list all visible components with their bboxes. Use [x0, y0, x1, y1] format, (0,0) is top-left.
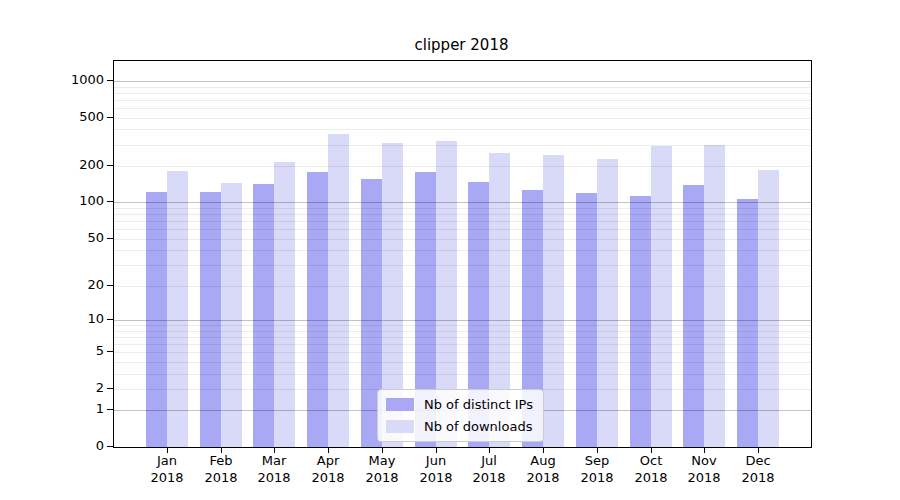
legend-swatch-distinct-ips [386, 398, 414, 411]
y-tick-mark-10 [107, 319, 113, 320]
y-tick-mark-0 [107, 446, 113, 447]
y-tick-mark-2 [107, 388, 113, 389]
bar-downloads-jan [167, 171, 188, 447]
y-tick-label-0: 0 [96, 438, 104, 454]
bar-distinct-ips-sep [576, 193, 597, 447]
y-tick-mark-20 [107, 285, 113, 286]
bar-downloads-sep [597, 159, 618, 447]
y-tick-label-50: 50 [87, 230, 104, 246]
y-axis-labels: 01251020501002005001000 [0, 60, 104, 446]
legend: Nb of distinct IPs Nb of downloads [377, 389, 544, 442]
bar-downloads-dec [758, 170, 779, 447]
bar-downloads-aug [543, 155, 564, 447]
legend-label-distinct-ips: Nb of distinct IPs [424, 397, 533, 412]
x-tick-label-dec: Dec2018 [726, 452, 790, 486]
figure: clipper 2018 01251020501002005001000 Jan… [0, 0, 900, 500]
y-tick-label-200: 200 [79, 157, 104, 173]
y-tick-label-5: 5 [96, 343, 104, 359]
bar-distinct-ips-jan [146, 192, 167, 447]
legend-item-downloads: Nb of downloads [386, 417, 533, 436]
y-tick-mark-50 [107, 238, 113, 239]
y-tick-label-1000: 1000 [71, 72, 104, 88]
y-tick-label-10: 10 [87, 311, 104, 327]
bar-distinct-ips-feb [200, 192, 221, 447]
y-tick-label-2: 2 [96, 380, 104, 396]
bar-distinct-ips-apr [307, 172, 328, 447]
bar-downloads-mar [274, 162, 295, 447]
bar-distinct-ips-nov [683, 185, 704, 447]
y-tick-label-1: 1 [96, 401, 104, 417]
bar-downloads-nov [704, 145, 725, 447]
bar-distinct-ips-mar [253, 184, 274, 447]
bar-downloads-feb [221, 183, 242, 447]
legend-item-distinct-ips: Nb of distinct IPs [386, 395, 533, 414]
y-tick-label-100: 100 [79, 193, 104, 209]
y-tick-label-20: 20 [87, 277, 104, 293]
bar-downloads-apr [328, 134, 349, 447]
y-tick-mark-500 [107, 117, 113, 118]
legend-swatch-downloads [386, 420, 414, 433]
bar-downloads-oct [651, 146, 672, 447]
y-tick-mark-1000 [107, 80, 113, 81]
y-tick-mark-1 [107, 409, 113, 410]
legend-label-downloads: Nb of downloads [424, 419, 532, 434]
y-tick-mark-200 [107, 165, 113, 166]
y-tick-mark-100 [107, 201, 113, 202]
y-tick-mark-5 [107, 351, 113, 352]
y-tick-label-500: 500 [79, 109, 104, 125]
bar-distinct-ips-dec [737, 199, 758, 447]
chart-title: clipper 2018 [113, 36, 810, 54]
bar-distinct-ips-oct [630, 196, 651, 447]
